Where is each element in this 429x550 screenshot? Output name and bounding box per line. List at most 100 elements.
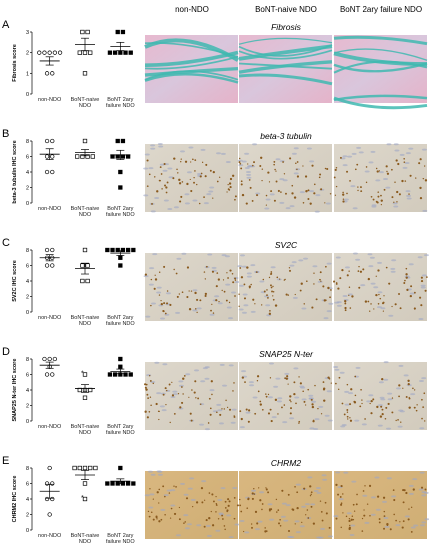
stain-dot [334, 168, 337, 172]
stain-dot [146, 393, 149, 396]
x-category: BoNT 2ary failure NDO [106, 315, 135, 327]
nucleus [149, 493, 155, 496]
stain-dot [360, 186, 362, 189]
stain-dot [311, 405, 315, 409]
nucleus [270, 266, 276, 269]
stain-dot [170, 507, 173, 510]
stain-dot [407, 379, 410, 382]
nucleus [408, 147, 414, 150]
stain-dot [419, 296, 422, 299]
y-tick-label: 0 [26, 201, 29, 207]
stain-dot [270, 190, 273, 193]
stain-dot [357, 186, 359, 188]
stain-dot [173, 512, 177, 516]
nucleus [165, 292, 171, 295]
stain-dot [329, 193, 332, 195]
nucleus [184, 193, 190, 196]
y-tick-label: 2 [26, 186, 29, 192]
stain-dot [212, 197, 214, 199]
stain-dot [149, 488, 151, 490]
stain-dot [244, 381, 246, 383]
stain-dot [258, 487, 260, 489]
stain-dot [178, 518, 181, 521]
nucleus [203, 202, 209, 205]
stain-dot [148, 515, 151, 518]
stain-dot [320, 280, 322, 282]
nucleus [368, 265, 374, 268]
stain-dot [165, 404, 167, 406]
nucleus [225, 283, 231, 286]
stain-dot [342, 191, 344, 194]
data-point [42, 50, 47, 55]
nucleus [264, 295, 270, 298]
nucleus [395, 524, 401, 527]
nucleus [380, 307, 386, 310]
panel-letter: A [2, 19, 10, 31]
nucleus [150, 473, 156, 476]
stain-dot [156, 518, 158, 520]
stain-dot [270, 286, 273, 289]
nucleus [180, 482, 186, 485]
data-point [120, 29, 126, 35]
y-axis-label: beta-3 tubulin IHC score [12, 140, 18, 203]
stain-dot [346, 274, 349, 277]
nucleus [421, 521, 427, 524]
stain-dot [239, 504, 242, 507]
nucleus [196, 172, 202, 175]
stain-dot [356, 163, 359, 166]
stain-dot [240, 276, 244, 279]
stain-dot [168, 383, 171, 386]
stain-dot [211, 493, 214, 496]
data-point [44, 247, 50, 253]
y-tick-label: 6 [26, 482, 29, 488]
stain-dot [359, 270, 363, 273]
stain-dot [424, 179, 428, 182]
nucleus [199, 423, 205, 426]
stain-dot [227, 184, 229, 186]
x-category: non-NDO [38, 206, 62, 212]
stain-dot [149, 396, 152, 398]
nucleus [226, 306, 232, 309]
nucleus [326, 262, 332, 265]
nucleus [158, 145, 164, 148]
y-axis-label: Fibrosis score [12, 44, 18, 82]
stain-dot [367, 277, 370, 281]
nucleus [219, 363, 225, 366]
stain-dot [249, 186, 252, 189]
nucleus [178, 380, 184, 383]
image-background [239, 144, 332, 212]
data-point [44, 138, 50, 144]
nucleus [275, 158, 281, 161]
stain-dot [194, 291, 197, 295]
stain-dot [380, 194, 382, 197]
stain-dot [340, 484, 343, 488]
stain-dot [281, 489, 284, 492]
stain-dot [226, 406, 229, 408]
stain-dot [173, 412, 176, 415]
stain-dot [314, 183, 316, 186]
nucleus [390, 267, 396, 270]
stain-dot [296, 168, 298, 171]
stain-dot [178, 182, 182, 185]
stain-dot [304, 175, 308, 178]
stain-dot [261, 408, 264, 411]
stain-dot [209, 413, 212, 416]
nucleus [308, 394, 314, 397]
nucleus [154, 361, 160, 364]
stain-dot [423, 392, 426, 395]
nucleus [369, 256, 375, 259]
stain-dot [243, 283, 246, 286]
stain-dot [191, 389, 193, 391]
stain-dot [337, 388, 340, 391]
stain-dot [158, 271, 161, 273]
stain-dot [239, 498, 241, 501]
stain-dot [150, 511, 153, 514]
stain-dot [156, 190, 159, 193]
stain-dot [150, 304, 152, 307]
x-tick-label: non-NDO [38, 206, 62, 212]
stain-dot [215, 511, 217, 513]
data-point [47, 512, 52, 517]
micrograph [333, 471, 429, 539]
stain-dot [287, 383, 289, 385]
stain-dot [347, 418, 349, 420]
